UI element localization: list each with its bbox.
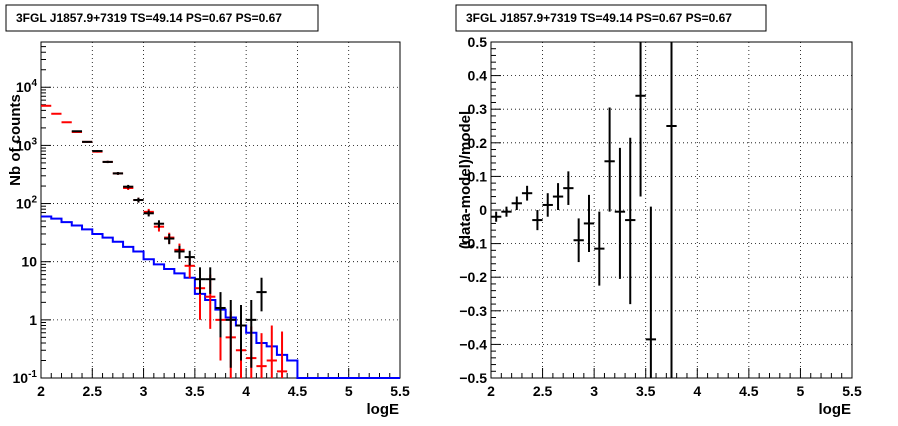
- y-tick-label: 10-1: [13, 369, 38, 386]
- model-step-line: [41, 215, 400, 379]
- y-tick-label: 10: [21, 254, 37, 270]
- data-point: [123, 184, 134, 189]
- data-point: [164, 233, 175, 245]
- x-tick-label: 2.5: [533, 383, 553, 399]
- data-point: [215, 292, 226, 338]
- data-point: [491, 211, 502, 222]
- data-point: [266, 325, 277, 378]
- data-point: [645, 206, 657, 378]
- data-point: [184, 250, 195, 266]
- data-point: [542, 193, 553, 217]
- y-tick-label: 103: [16, 136, 38, 153]
- data-point: [143, 210, 154, 217]
- data-point: [133, 197, 144, 203]
- y-tick-label: 1: [29, 312, 37, 328]
- title-box: [455, 4, 767, 32]
- data-point: [532, 210, 543, 231]
- x-tick-label: 4.5: [739, 383, 759, 399]
- data-point: [82, 140, 93, 143]
- y-axis-title: (data-model)/model: [457, 111, 474, 249]
- x-tick-label: 4: [693, 383, 701, 399]
- x-axis-title: logE: [367, 401, 400, 418]
- y-tick-label: 0.1: [468, 168, 488, 184]
- left-panel: 2 2.5 3 3.5 4 4.5 5 5.5 10-1 1 10 102 103 104 logE Nb o…: [5, 4, 410, 418]
- data-point: [563, 171, 574, 205]
- data-point: [625, 137, 636, 305]
- y-tick-label: 104: [16, 78, 38, 95]
- data-point: [246, 299, 257, 368]
- data-point: [594, 211, 605, 286]
- data-point: [92, 150, 103, 153]
- data-point: [521, 185, 533, 201]
- data-point: [604, 107, 615, 212]
- data-point: [112, 172, 124, 175]
- data-point: [225, 299, 236, 368]
- data-point: [573, 218, 584, 263]
- data-point: [102, 160, 113, 164]
- title-box: [5, 4, 319, 32]
- data-point: [635, 42, 646, 197]
- data-point: [61, 121, 72, 124]
- x-tick-label: 5: [797, 383, 805, 399]
- data-point: [194, 267, 206, 294]
- x-tick-label: 5: [345, 383, 353, 399]
- chart-title: 3FGL J1857.9+7319 TS=49.14 PS=0.67 PS=0.…: [16, 11, 282, 25]
- x-tick-label: 5.5: [842, 383, 862, 399]
- y-tick-label: −0.5: [459, 370, 487, 386]
- y-tick-label: 0.3: [468, 101, 488, 117]
- data-point: [71, 130, 83, 133]
- y-tick-label: 0.2: [468, 135, 488, 151]
- chart-title: 3FGL J1857.9+7319 TS=49.14 PS=0.67 PS=0.…: [466, 11, 732, 25]
- data-point: [501, 206, 512, 217]
- y-tick-label: 0.5: [468, 34, 488, 50]
- data-point: [256, 277, 267, 312]
- data-point: [51, 112, 62, 115]
- y-tick-label: 0.4: [468, 68, 488, 84]
- y-axis-title: Nb of counts: [7, 94, 24, 186]
- data-point: [256, 333, 267, 378]
- x-tick-label: 3.5: [636, 383, 656, 399]
- data-point: [583, 194, 595, 252]
- x-tick-label: 3: [140, 383, 148, 399]
- x-tick-label: 3: [590, 383, 598, 399]
- x-tick-label: 3.5: [185, 383, 205, 399]
- data-point: [614, 147, 626, 279]
- y-tick-label: 0: [479, 202, 487, 218]
- x-tick-label: 2.5: [83, 383, 103, 399]
- y-tick-label: 102: [16, 195, 38, 212]
- x-tick-label: 5.5: [390, 383, 410, 399]
- data-point: [153, 220, 165, 228]
- data-point: [552, 183, 564, 210]
- x-tick-label: 4.5: [288, 383, 308, 399]
- y-tick-label: −0.3: [459, 303, 487, 319]
- y-tick-label: −0.2: [459, 269, 487, 285]
- right-panel: 2 2.5 3 3.5 4 4.5 5 5.5 −0.5 −0.4 −0.3 −0.2 −0.1 0 0.1…: [455, 4, 862, 418]
- data-point: [666, 42, 677, 378]
- x-tick-label: 2: [37, 383, 45, 399]
- x-tick-label: 2: [487, 383, 495, 399]
- data-point: [41, 104, 52, 107]
- x-tick-label: 4: [242, 383, 250, 399]
- data-point: [174, 245, 185, 259]
- data-point: [235, 305, 247, 361]
- x-axis-title: logE: [819, 401, 852, 418]
- data-point: [511, 196, 522, 210]
- data-point: [276, 331, 288, 378]
- data-point: [205, 267, 216, 294]
- y-tick-label: −0.1: [459, 236, 487, 252]
- y-tick-label: −0.4: [459, 336, 487, 352]
